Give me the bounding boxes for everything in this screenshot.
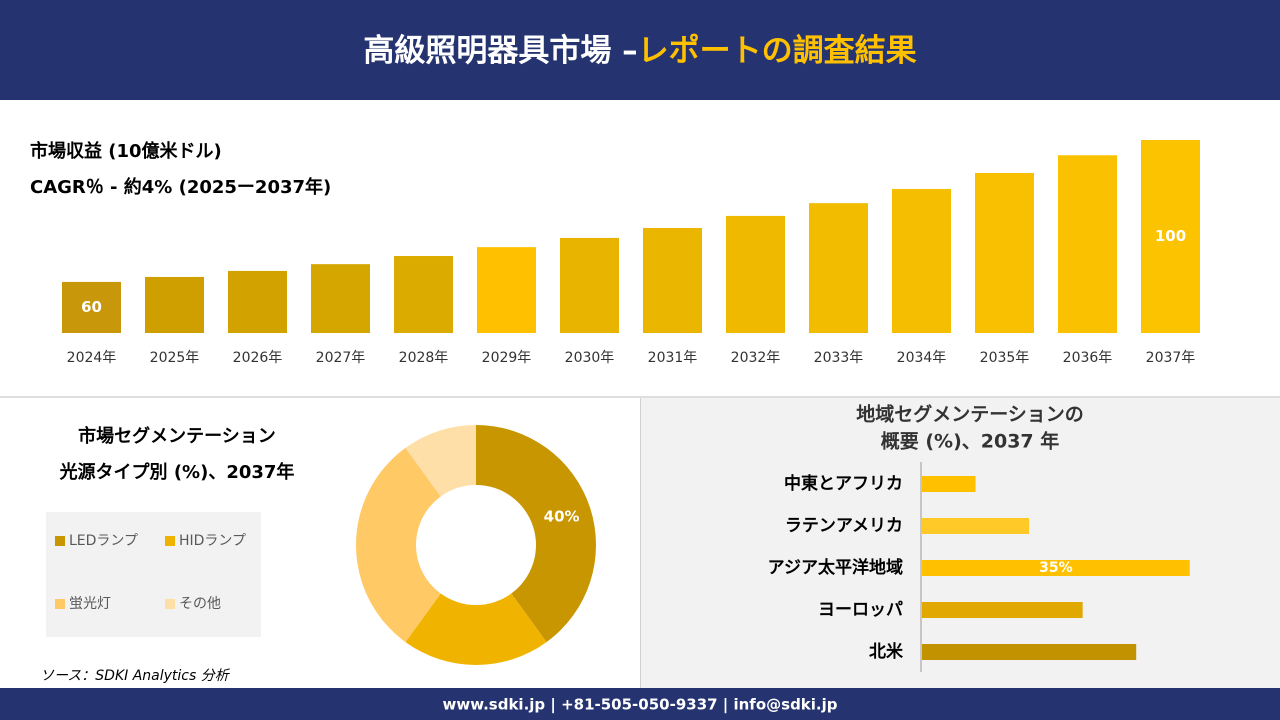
title-main: 高級照明器具市場 – — [363, 33, 637, 69]
legend-label: 蛍光灯 — [69, 596, 111, 612]
bar — [922, 518, 1030, 534]
chart-subtitle: 概要 (%)、2037 年 — [881, 430, 1060, 453]
bar — [560, 237, 619, 333]
bar — [62, 281, 121, 333]
donut-slice — [405, 593, 547, 666]
chart-subtitle: 光源タイプ別 (%)、2037年 — [59, 461, 295, 483]
value-label: 35% — [1039, 560, 1073, 576]
y-tick-label: アジア太平洋地域 — [768, 557, 903, 578]
x-tick-label: 2037年 — [1146, 350, 1196, 366]
donut-slice — [405, 425, 476, 497]
bar — [228, 270, 287, 333]
header-title: 高級照明器具市場 –レポートの調査結果 — [363, 33, 916, 69]
bar — [726, 215, 785, 333]
x-tick-label: 2027年 — [316, 350, 366, 366]
chart-title: 地域セグメンテーションの — [856, 403, 1084, 426]
x-tick-label: 2028年 — [399, 350, 449, 366]
value-label: 100 — [1155, 227, 1186, 245]
bar — [975, 172, 1034, 333]
legend-swatch — [55, 536, 65, 546]
legend-label: LEDランプ — [69, 533, 138, 549]
legend-swatch — [55, 599, 65, 609]
header-bg — [0, 0, 1280, 100]
y-tick-label: ヨーロッパ — [818, 600, 903, 620]
x-tick-label: 2035年 — [980, 350, 1030, 366]
x-tick-label: 2032年 — [731, 350, 781, 366]
x-tick-label: 2030年 — [565, 350, 615, 366]
donut-slice — [476, 425, 597, 643]
x-tick-label: 2026年 — [233, 350, 283, 366]
bar — [892, 188, 951, 333]
y-tick-label: 北米 — [869, 641, 904, 662]
y-tick-label: ラテンアメリカ — [785, 516, 903, 536]
bar — [922, 602, 1083, 618]
x-tick-label: 2024年 — [67, 350, 117, 366]
chart-title: 市場セグメンテーション — [78, 425, 276, 447]
bar — [922, 476, 976, 492]
source: ソース：SDKI Analytics 分析 — [40, 668, 231, 684]
bar — [394, 256, 453, 333]
legend-label: その他 — [179, 596, 221, 612]
donut-slice — [356, 447, 441, 643]
title-highlight: レポートの調査結果 — [638, 33, 917, 69]
bar — [809, 203, 868, 333]
bar — [643, 227, 702, 333]
bar — [311, 264, 370, 333]
chart-subtitle: CAGR％ - 約4% (2025ー2037年) — [30, 176, 331, 198]
footer: www.sdki.jp | +81-505-050-9337 | info@sd… — [442, 696, 837, 715]
bar — [145, 276, 204, 333]
y-tick-label: 中東とアフリカ — [784, 473, 903, 494]
bar — [922, 644, 1137, 660]
x-tick-label: 2034年 — [897, 350, 947, 366]
footer-bg — [0, 688, 1280, 720]
x-tick-label: 2025年 — [150, 350, 200, 366]
legend-box — [46, 512, 261, 637]
value-label: 40% — [544, 508, 580, 526]
x-tick-label: 2036年 — [1063, 350, 1113, 366]
bar — [1058, 155, 1117, 333]
x-tick-label: 2031年 — [648, 350, 698, 366]
legend-swatch — [165, 599, 175, 609]
bar — [922, 560, 1190, 576]
value-label: 60 — [81, 298, 102, 316]
region-panel — [641, 398, 1280, 688]
legend-swatch — [165, 536, 175, 546]
bar — [1141, 140, 1200, 333]
x-tick-label: 2029年 — [482, 350, 532, 366]
legend-label: HIDランプ — [179, 533, 246, 549]
x-tick-label: 2033年 — [814, 350, 864, 366]
bar — [477, 247, 536, 333]
chart-title: 市場収益 (10億米ドル) — [30, 140, 222, 162]
